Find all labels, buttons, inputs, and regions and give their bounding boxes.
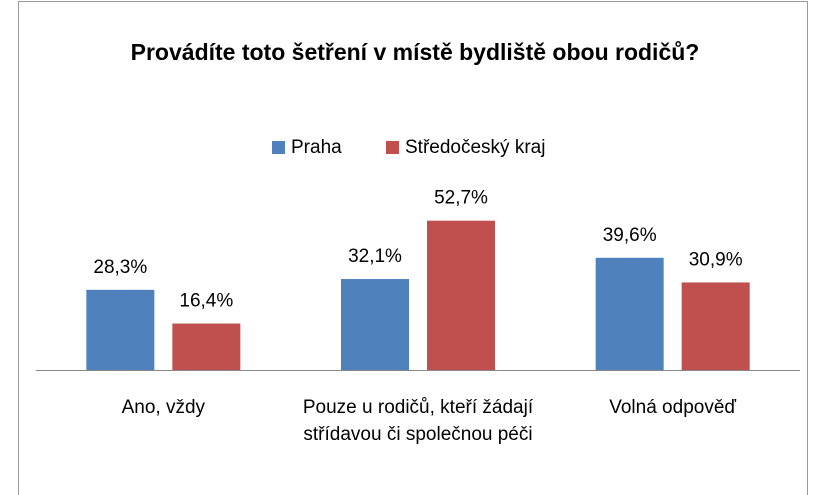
legend-swatch (272, 141, 285, 154)
value-label: 52,7% (434, 188, 488, 209)
chart-frame (18, 1, 808, 495)
x-tick-label: Volná odpověď (609, 397, 737, 418)
value-label: 39,6% (603, 225, 657, 246)
bar (595, 257, 664, 370)
legend-label: Praha (291, 137, 342, 158)
value-label: 16,4% (179, 291, 233, 312)
value-label: 30,9% (689, 249, 743, 270)
x-tick-label: Pouze u rodičů, kteří žádají střídavou č… (302, 397, 534, 445)
value-label: 28,3% (93, 257, 147, 278)
bar (681, 282, 750, 370)
bar (341, 279, 409, 370)
bar (172, 323, 241, 370)
bar (86, 289, 155, 370)
x-tick-label: Ano, vždy (121, 397, 206, 418)
legend-label: Středočeský kraj (405, 137, 545, 158)
chart-title: Provádíte toto šetření v místě bydliště … (130, 39, 700, 65)
value-label: 32,1% (348, 246, 402, 267)
bar (427, 220, 495, 370)
legend-swatch (386, 141, 399, 154)
